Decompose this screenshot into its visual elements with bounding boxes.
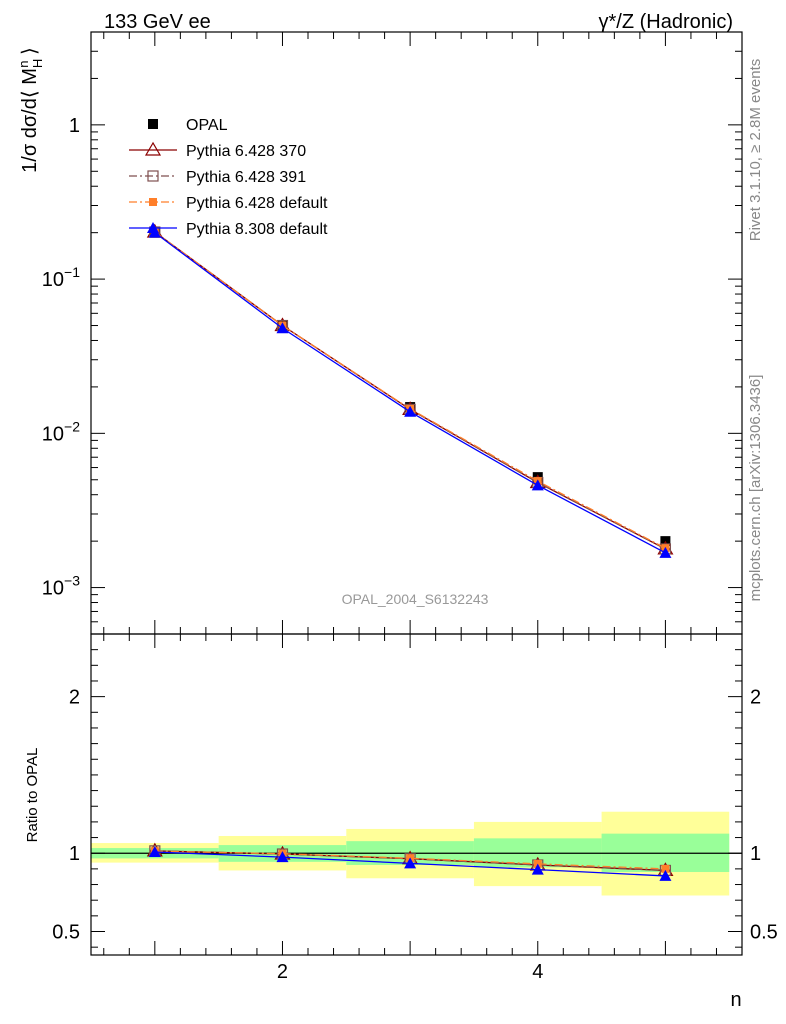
main-ytick-label: 10−2 bbox=[42, 418, 80, 445]
series-4-point bbox=[404, 405, 417, 417]
analysis-watermark: OPAL_2004_S6132243 bbox=[342, 591, 489, 607]
main-ytick-label: 10−1 bbox=[42, 264, 80, 291]
legend-label-4: Pythia 8.308 default bbox=[186, 221, 328, 238]
legend-label-1: Pythia 6.428 370 bbox=[186, 143, 306, 160]
legend: OPAL Pythia 6.428 370 Pythia 6.428 391 Pyth… bbox=[129, 117, 328, 238]
ratio-series-3-point bbox=[148, 845, 161, 857]
series-2-line bbox=[154, 231, 666, 550]
ratio-ytick-label-right: 1 bbox=[750, 843, 761, 865]
ratio-series-3-point bbox=[276, 851, 289, 863]
legend-marker-3 bbox=[149, 198, 157, 206]
ratio-ylabel: Ratio to OPAL bbox=[24, 748, 41, 843]
legend-marker-1 bbox=[144, 141, 162, 156]
series-4-line bbox=[154, 232, 666, 554]
ratio-series-2-point bbox=[661, 864, 670, 873]
series-4-point bbox=[659, 546, 672, 558]
ratio-series-3-point bbox=[531, 863, 544, 875]
ratio-series-3-point bbox=[659, 869, 672, 881]
x-axis-title: n bbox=[730, 989, 741, 1011]
ratio-ytick-label: 2 bbox=[69, 687, 80, 709]
legend-label-2: Pythia 6.428 391 bbox=[186, 169, 306, 186]
ratio-frame bbox=[90, 633, 743, 956]
ratio-ytick-label: 0.5 bbox=[52, 922, 80, 944]
main-ytick-label: 1 bbox=[69, 115, 80, 137]
mcplots-label: mcplots.cern.ch [arXiv:1306.3436] bbox=[747, 375, 764, 602]
header-right: γ*/Z (Hadronic) bbox=[599, 11, 733, 33]
ratio-ytick-label-right: 0.5 bbox=[750, 922, 778, 944]
series-3-line bbox=[154, 231, 666, 549]
series-4-point bbox=[531, 479, 544, 491]
series-1-line bbox=[154, 231, 666, 550]
xtick-label: 4 bbox=[532, 961, 543, 983]
main-ytick-label: 10−3 bbox=[42, 573, 80, 600]
legend-marker-2 bbox=[147, 170, 159, 182]
legend-marker-4 bbox=[147, 222, 159, 233]
rivet-label: Rivet 3.1.10, ≥ 2.8M events bbox=[747, 59, 764, 242]
series-4-point bbox=[276, 322, 289, 334]
legend-marker-0 bbox=[148, 119, 158, 129]
ratio-panel: 2 4 0.5 0.5 1 1 2 2 bbox=[52, 633, 778, 983]
xtick-label: 2 bbox=[277, 961, 288, 983]
ratio-ytick-label: 1 bbox=[69, 843, 80, 865]
main-panel: 1 10−1 10−2 10−3 bbox=[42, 31, 743, 955]
ratio-series-2-line bbox=[154, 850, 666, 870]
ratio-series-3-point bbox=[404, 857, 417, 869]
legend-label-0: OPAL bbox=[186, 117, 228, 134]
main-ylabel: 1/σ dσ/d⟨ MHn ⟩ bbox=[16, 47, 45, 173]
legend-label-3: Pythia 6.428 default bbox=[186, 195, 328, 212]
header-left: 133 GeV ee bbox=[104, 11, 211, 33]
svg-text:1/σ dσ/d⟨ MHn ⟩: 1/σ dσ/d⟨ MHn ⟩ bbox=[16, 47, 45, 173]
ratio-ytick-label-right: 2 bbox=[750, 687, 761, 709]
